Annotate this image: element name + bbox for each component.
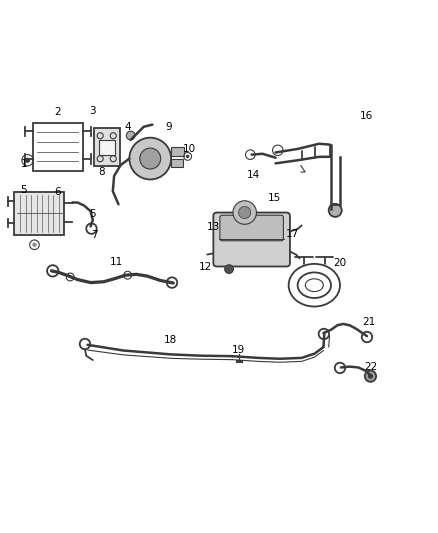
Text: 22: 22 — [364, 362, 377, 373]
Text: 11: 11 — [110, 257, 124, 267]
Circle shape — [365, 370, 376, 382]
Text: 15: 15 — [268, 193, 281, 203]
Bar — [94, 128, 120, 166]
Text: 5: 5 — [20, 185, 26, 195]
Circle shape — [225, 265, 233, 273]
Circle shape — [140, 148, 161, 169]
Circle shape — [368, 374, 373, 379]
Circle shape — [129, 138, 171, 180]
Text: 1: 1 — [21, 159, 27, 169]
Text: 9: 9 — [166, 122, 172, 132]
Bar — [99, 140, 115, 155]
Text: 6: 6 — [55, 187, 61, 197]
Bar — [171, 147, 184, 156]
Text: 4: 4 — [124, 122, 131, 132]
FancyBboxPatch shape — [220, 215, 283, 241]
Text: 18: 18 — [164, 335, 177, 345]
FancyBboxPatch shape — [213, 213, 290, 266]
Text: 17: 17 — [286, 229, 299, 239]
Text: 5: 5 — [89, 209, 96, 219]
Circle shape — [25, 158, 30, 163]
Bar — [33, 123, 83, 171]
Circle shape — [239, 206, 251, 219]
Text: 13: 13 — [207, 222, 220, 232]
Text: 3: 3 — [89, 106, 96, 116]
Circle shape — [126, 131, 135, 140]
Text: 16: 16 — [360, 111, 373, 122]
Bar — [237, 360, 243, 363]
Circle shape — [328, 204, 342, 217]
Bar — [171, 159, 184, 167]
Circle shape — [20, 195, 25, 199]
Circle shape — [233, 201, 256, 224]
Text: 2: 2 — [55, 107, 61, 117]
Text: 20: 20 — [333, 258, 346, 268]
Text: 8: 8 — [98, 167, 105, 176]
Circle shape — [32, 243, 37, 247]
Circle shape — [186, 155, 189, 158]
Text: 21: 21 — [363, 317, 376, 327]
Text: 7: 7 — [91, 230, 97, 240]
Text: 19: 19 — [232, 345, 245, 355]
Text: 14: 14 — [246, 170, 260, 180]
Bar — [14, 192, 64, 235]
Text: 12: 12 — [198, 262, 212, 272]
Text: 10: 10 — [183, 144, 196, 154]
